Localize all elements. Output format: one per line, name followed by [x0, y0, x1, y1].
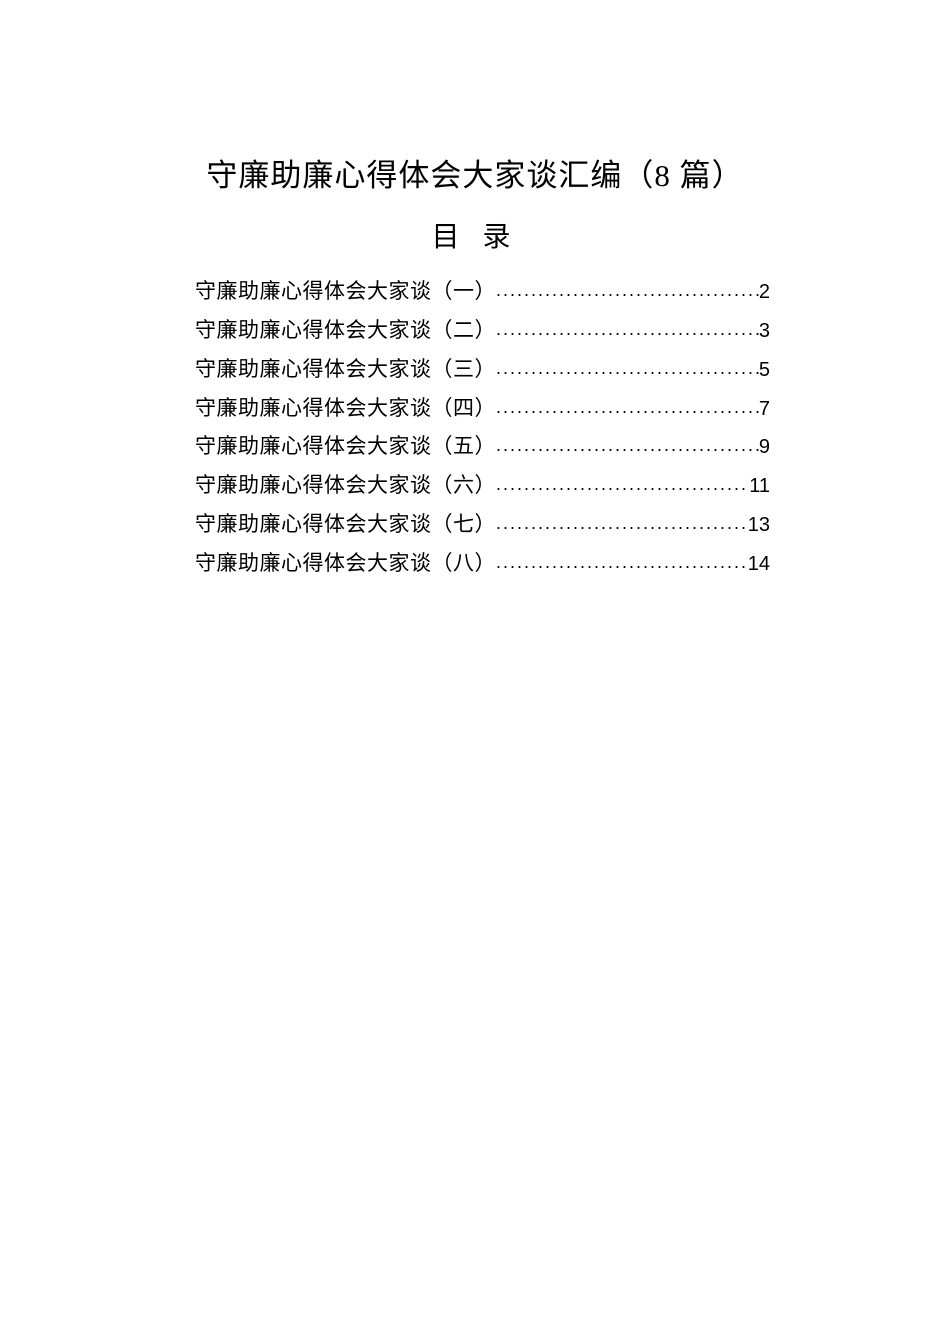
toc-entry-label: 守廉助廉心得体会大家谈（四） — [195, 390, 496, 429]
toc-entry-page: 3 — [759, 313, 770, 350]
toc-entry: 守廉助廉心得体会大家谈（五） 9 — [195, 428, 770, 467]
toc-leader-dots — [496, 274, 759, 307]
document-subtitle: 目 录 — [175, 215, 775, 255]
toc-leader-dots — [496, 352, 759, 385]
toc-entry-page: 13 — [748, 507, 770, 544]
toc-leader-dots — [496, 313, 759, 346]
toc-entry-page: 9 — [759, 429, 770, 466]
toc-leader-dots — [496, 429, 759, 462]
toc-entry: 守廉助廉心得体会大家谈（七） 13 — [195, 506, 770, 545]
toc-entry: 守廉助廉心得体会大家谈（八） 14 — [195, 545, 770, 584]
toc-entry: 守廉助廉心得体会大家谈（一） 2 — [195, 273, 770, 312]
toc-entry-label: 守廉助廉心得体会大家谈（七） — [195, 506, 496, 545]
toc-entry-page: 5 — [759, 352, 770, 389]
toc-entry-label: 守廉助廉心得体会大家谈（三） — [195, 351, 496, 390]
toc-entry-label: 守廉助廉心得体会大家谈（八） — [195, 545, 496, 584]
toc-leader-dots — [496, 468, 749, 501]
toc-entry-label: 守廉助廉心得体会大家谈（一） — [195, 273, 496, 312]
toc-entry-label: 守廉助廉心得体会大家谈（六） — [195, 467, 496, 506]
toc-entry: 守廉助廉心得体会大家谈（六） 11 — [195, 467, 770, 506]
toc-entry: 守廉助廉心得体会大家谈（四） 7 — [195, 390, 770, 429]
toc-entry-page: 14 — [748, 546, 770, 583]
table-of-contents: 守廉助廉心得体会大家谈（一） 2 守廉助廉心得体会大家谈（二） 3 守廉助廉心得… — [175, 273, 775, 584]
toc-leader-dots — [496, 391, 759, 424]
toc-entry-page: 2 — [759, 274, 770, 311]
document-page: 守廉助廉心得体会大家谈汇编（8 篇） 目 录 守廉助廉心得体会大家谈（一） 2 … — [0, 150, 950, 584]
toc-entry-label: 守廉助廉心得体会大家谈（五） — [195, 428, 496, 467]
toc-entry-page: 7 — [759, 391, 770, 428]
toc-entry-page: 11 — [749, 468, 770, 505]
toc-entry: 守廉助廉心得体会大家谈（三） 5 — [195, 351, 770, 390]
toc-entry: 守廉助廉心得体会大家谈（二） 3 — [195, 312, 770, 351]
document-title: 守廉助廉心得体会大家谈汇编（8 篇） — [175, 150, 775, 195]
toc-entry-label: 守廉助廉心得体会大家谈（二） — [195, 312, 496, 351]
toc-leader-dots — [496, 507, 748, 540]
toc-leader-dots — [496, 546, 748, 579]
